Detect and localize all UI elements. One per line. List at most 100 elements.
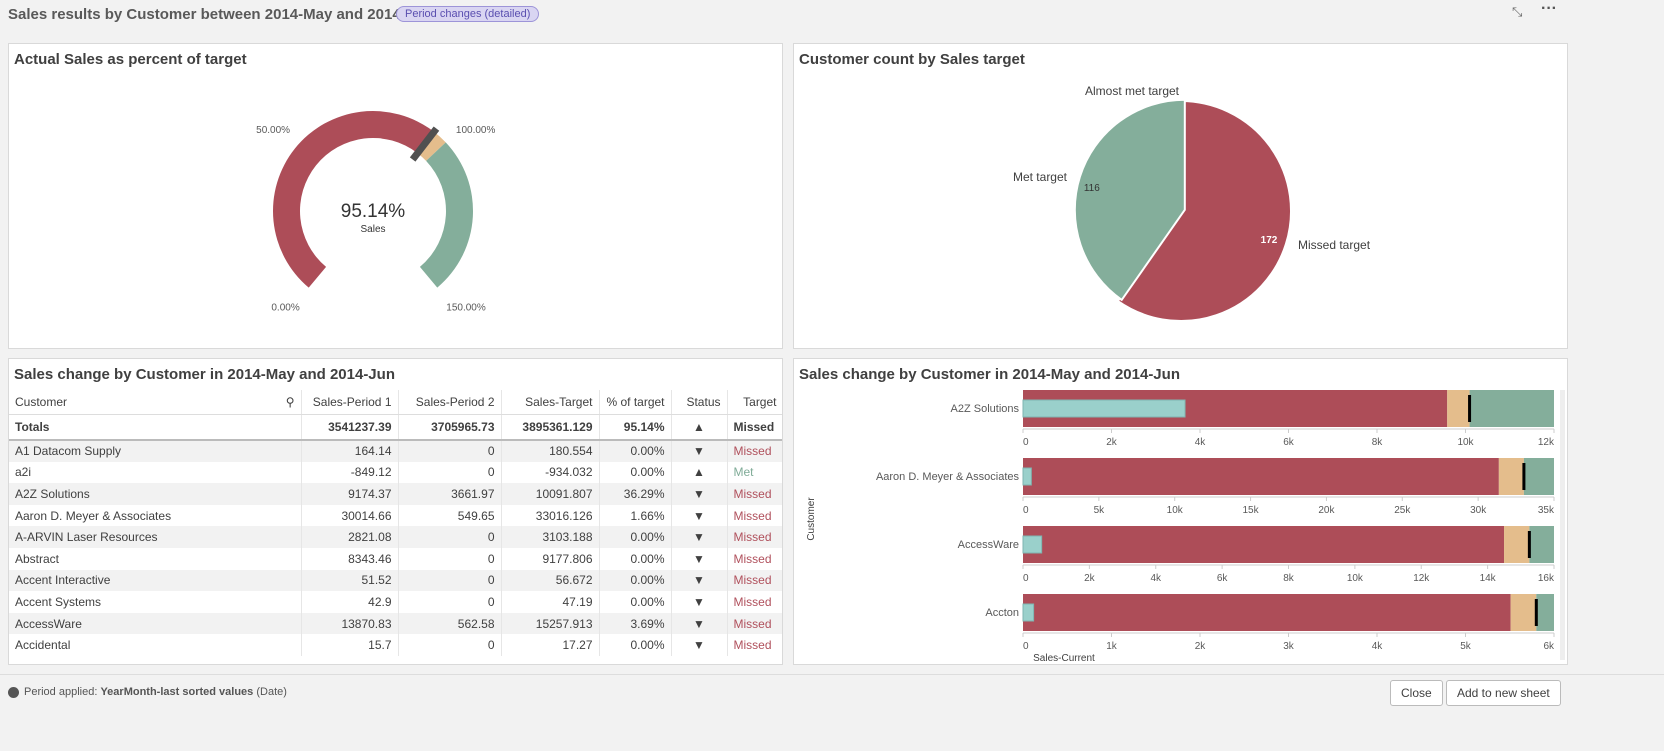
bullet-target-marker: [1534, 599, 1538, 626]
totals-row[interactable]: Totals 3541237.39 3705965.73 3895361.129 95.…: [9, 414, 782, 441]
scrollbar: [1560, 390, 1565, 660]
pie-chart: 172 116 Missed target Met target Almost met …: [1013, 84, 1371, 322]
bullet-tick-label: 0: [1023, 573, 1029, 584]
table-cell: 3103.188: [501, 526, 600, 548]
table-cell: 56.672: [501, 569, 600, 592]
bullet-tick-label: 12k: [1413, 573, 1430, 584]
gauge-band-0: [272, 110, 434, 288]
column-header[interactable]: Status: [671, 390, 728, 415]
table-cell: Accent Interactive: [9, 569, 302, 592]
table-cell: 0: [398, 547, 502, 570]
target-status: Missed: [727, 414, 782, 441]
column-header[interactable]: Sales-Period 1: [301, 390, 399, 415]
period-suffix: (Date): [256, 686, 287, 698]
table-cell: -934.032: [501, 461, 600, 484]
pie-value-label: 116: [1084, 183, 1100, 194]
target-status: Missed: [727, 483, 782, 505]
table-cell: 15.7: [301, 634, 399, 656]
pie-slice: [1116, 99, 1292, 322]
bullet-band-missed: [1023, 526, 1505, 563]
search-icon[interactable]: ⚲: [285, 394, 295, 409]
footer: Period applied: YearMonth-last sorted va…: [0, 674, 1664, 751]
gauge-needle: [409, 126, 440, 162]
bullet-tick-label: 3k: [1283, 641, 1295, 652]
table-panel[interactable]: Sales change by Customer in 2014-May and…: [8, 358, 783, 665]
table-row[interactable]: A-ARVIN Laser Resources 2821.08 0 3103.188 0…: [9, 526, 782, 548]
table-cell: Accent Systems: [9, 591, 302, 613]
table-cell: 8343.46: [301, 547, 399, 570]
close-button[interactable]: Close: [1390, 680, 1443, 706]
bullet-tick-label: 15k: [1243, 505, 1260, 516]
table-cell: 0.00%: [599, 634, 672, 656]
table-cell: 562.58: [398, 612, 502, 635]
table-cell: 0.00%: [599, 461, 672, 484]
table-cell: 9177.806: [501, 547, 600, 570]
customer-header: Customer: [15, 394, 68, 409]
table-cell: 0: [398, 634, 502, 656]
table-row[interactable]: A2Z Solutions 9174.37 3661.97 10091.807 36.2…: [9, 483, 782, 505]
table-row[interactable]: Aaron D. Meyer & Associates 30014.66 549.6…: [9, 504, 782, 527]
clock-icon: [8, 687, 19, 698]
table-row[interactable]: a2i -849.12 0 -934.032 0.00% ▲ Met: [9, 461, 782, 484]
table-cell: 0.00%: [599, 526, 672, 548]
pie-value-label: 172: [1261, 235, 1278, 246]
bullet-tick-label: 5k: [1094, 505, 1106, 516]
table-row[interactable]: A1 Datacom Supply 164.14 0 180.554 0.00% ▼ Mis…: [9, 440, 782, 462]
bullet-tick-label: 2k: [1195, 641, 1207, 652]
table-row[interactable]: Accidental 15.7 0 17.27 0.00% ▼ Missed: [9, 634, 782, 656]
bullet-panel[interactable]: Sales change by Customer in 2014-May and…: [793, 358, 1568, 665]
column-header[interactable]: % of target: [599, 390, 672, 415]
table-row[interactable]: AccessWare 13870.83 562.58 15257.913 3.69% ▼ M…: [9, 612, 782, 635]
bullet-tick-label: 4k: [1372, 641, 1384, 652]
table-cell: 10091.807: [501, 483, 600, 505]
pie-label-met: Met target: [1013, 170, 1068, 184]
table-cell: 9174.37: [301, 483, 399, 505]
table-cell: A1 Datacom Supply: [9, 440, 302, 462]
bullet-target-marker: [1527, 531, 1531, 558]
table-cell: 30014.66: [301, 504, 399, 527]
target-status: Missed: [727, 504, 782, 527]
pie-label-missed: Missed target: [1298, 238, 1371, 252]
gauge-tick-label: 150.00%: [446, 302, 486, 313]
period-badge[interactable]: Period changes (detailed): [396, 6, 540, 22]
table-cell: 0: [398, 461, 502, 484]
column-header[interactable]: Target: [727, 390, 782, 415]
target-status: Met: [727, 461, 782, 484]
add-to-new-sheet-button[interactable]: Add to new sheet: [1446, 680, 1561, 706]
column-header[interactable]: Sales-Target: [501, 390, 600, 415]
pie-panel[interactable]: Customer count by Sales target 172 116 Mis…: [793, 43, 1568, 349]
table-row[interactable]: Abstract 8343.46 0 9177.806 0.00% ▼ Missed: [9, 547, 782, 570]
table-title: Sales change by Customer in 2014-May and…: [14, 366, 395, 383]
table-cell: 33016.126: [501, 504, 600, 527]
table-cell: AccessWare: [9, 612, 302, 635]
bullet-tick-label: 12k: [1538, 437, 1555, 448]
sheet-title: Sales results by Customer between 2014-M…: [8, 6, 433, 23]
more-horizontal-icon[interactable]: ···: [1541, 0, 1557, 17]
table-cell: Totals: [9, 414, 302, 441]
bullet-current-bar: [1022, 467, 1032, 486]
bullet-band-almost: [1504, 526, 1530, 563]
target-status: Missed: [727, 569, 782, 592]
bullet-tick-label: 2k: [1106, 437, 1118, 448]
table-cell: 0: [398, 526, 502, 548]
column-header[interactable]: Sales-Period 2: [398, 390, 502, 415]
bullet-current-bar: [1022, 399, 1186, 418]
bullet-tick-label: 10k: [1457, 437, 1474, 448]
bullet-band-met: [1529, 526, 1554, 563]
gauge-panel[interactable]: Actual Sales as percent of target 95.14%…: [8, 43, 783, 349]
bullet-tick-label: 10k: [1167, 505, 1184, 516]
table-cell: 95.14%: [599, 414, 672, 441]
table-cell: 3541237.39: [301, 414, 399, 441]
table-cell: A-ARVIN Laser Resources: [9, 526, 302, 548]
bullet-title: Sales change by Customer in 2014-May and…: [799, 366, 1180, 383]
table-row[interactable]: Accent Interactive 51.52 0 56.672 0.00% ▼ Miss…: [9, 569, 782, 592]
collapse-arrows-icon[interactable]: ⤡: [1512, 4, 1523, 19]
bullet-band-missed: [1023, 594, 1511, 631]
table-cell: 13870.83: [301, 612, 399, 635]
bullet-y-title: Customer: [806, 497, 817, 541]
table-row[interactable]: Accent Systems 42.9 0 47.19 0.00% ▼ Missed: [9, 591, 782, 613]
bullet-x-title: Sales-Current: [1033, 653, 1095, 664]
table-cell: 42.9: [301, 591, 399, 613]
bullet-target-marker: [1522, 463, 1526, 490]
column-header[interactable]: Customer ⚲: [9, 390, 302, 415]
